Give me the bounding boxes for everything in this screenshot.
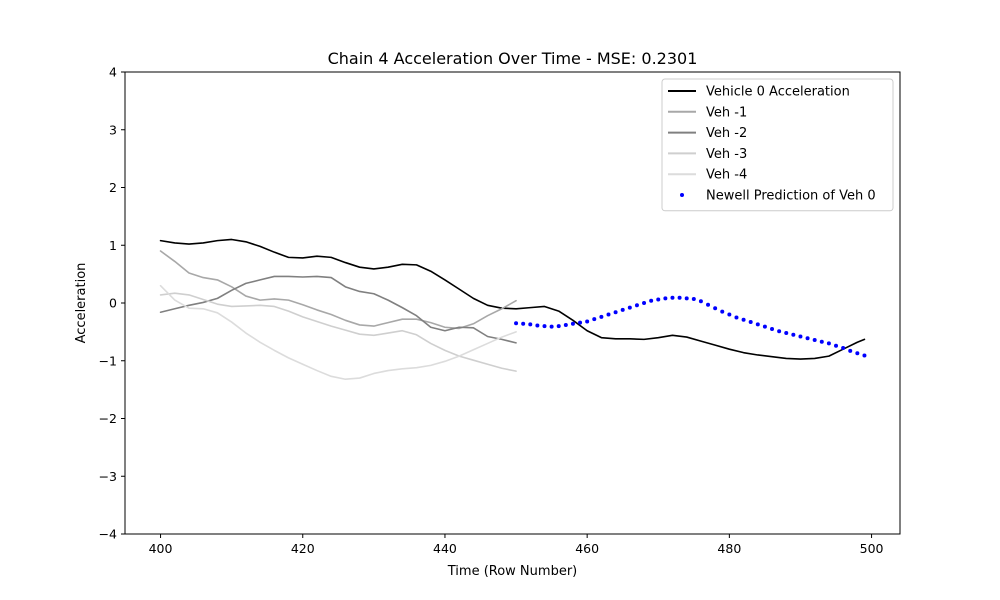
data-point (812, 337, 817, 342)
y-tick-label: 2 (109, 180, 117, 195)
data-point (741, 317, 746, 322)
data-point (578, 320, 583, 325)
series-layer (159, 238, 867, 381)
x-tick-label: 500 (860, 541, 884, 556)
data-point (784, 331, 789, 336)
data-point (770, 326, 775, 331)
plot-area-frame (124, 71, 901, 535)
data-point (841, 346, 846, 351)
y-tick-label: −4 (99, 527, 117, 542)
data-point (570, 321, 575, 326)
data-point (834, 343, 839, 348)
data-point (777, 329, 782, 334)
data-point (862, 353, 867, 358)
data-point (698, 299, 703, 304)
x-tick-label: 440 (433, 541, 457, 556)
data-point (556, 324, 561, 329)
data-point (805, 336, 810, 341)
data-point (599, 314, 604, 319)
legend-label-0: Vehicle 0 Acceleration (706, 85, 850, 100)
data-point (819, 339, 824, 344)
data-point (762, 324, 767, 329)
data-point (670, 295, 675, 300)
y-tick-label: 3 (109, 122, 117, 137)
data-point (656, 297, 661, 302)
data-point (684, 296, 689, 301)
x-axis-label: Time (Row Number) (447, 564, 577, 579)
data-point (848, 348, 853, 353)
legend-label-5: Newell Prediction of Veh 0 (706, 189, 876, 204)
y-tick-label: −2 (99, 411, 117, 426)
legend-label-3: Veh -3 (706, 147, 747, 162)
data-point (606, 312, 611, 317)
data-point (798, 334, 803, 339)
data-point (734, 315, 739, 320)
legend-label-4: Veh -4 (706, 168, 747, 183)
ticks-layer: 400 420 440 460 480 500 −4 −3 −2 −1 0 1 2 3 4 (99, 65, 884, 557)
series-line-4 (159, 284, 517, 381)
data-point (592, 317, 597, 322)
y-tick-label: −1 (99, 353, 117, 368)
data-point (528, 322, 533, 327)
legend-label-2: Veh -2 (706, 126, 747, 141)
data-point (727, 312, 732, 317)
data-point (663, 296, 668, 301)
series-points-5 (514, 295, 867, 358)
legend-swatch-5 (680, 193, 684, 197)
data-point (755, 322, 760, 327)
data-point (649, 298, 654, 303)
x-tick-label: 480 (717, 541, 741, 556)
legend-box (661, 78, 894, 212)
data-point (791, 332, 796, 337)
series-line-3 (159, 292, 517, 372)
data-point (713, 306, 718, 311)
data-point (634, 303, 639, 308)
y-tick-label: 4 (109, 65, 117, 80)
chart-title: Chain 4 Acceleration Over Time - MSE: 0.… (328, 49, 698, 68)
data-point (620, 307, 625, 312)
data-point (748, 320, 753, 325)
y-tick-label: 0 (109, 296, 117, 311)
x-tick-label: 400 (149, 541, 173, 556)
legend-label-1: Veh -1 (706, 105, 747, 120)
y-tick-label: −3 (99, 469, 117, 484)
series-line-2 (159, 275, 517, 344)
data-point (613, 310, 618, 315)
data-point (677, 295, 682, 300)
data-point (549, 324, 554, 329)
data-point (585, 319, 590, 324)
data-point (691, 296, 696, 301)
y-axis-label: Acceleration (74, 263, 89, 344)
data-point (563, 322, 568, 327)
data-point (706, 302, 711, 307)
data-point (720, 309, 725, 314)
data-point (535, 323, 540, 328)
legend: Vehicle 0 Acceleration Veh -1 Veh -2 Veh -3… (661, 78, 894, 212)
x-tick-label: 460 (575, 541, 599, 556)
y-tick-label: 1 (109, 238, 117, 253)
x-tick-label: 420 (291, 541, 315, 556)
data-point (542, 324, 547, 329)
data-point (521, 321, 526, 326)
data-point (514, 321, 519, 326)
data-point (855, 351, 860, 356)
series-line-0 (159, 238, 866, 360)
data-point (826, 341, 831, 346)
data-point (627, 305, 632, 310)
data-point (642, 301, 647, 305)
